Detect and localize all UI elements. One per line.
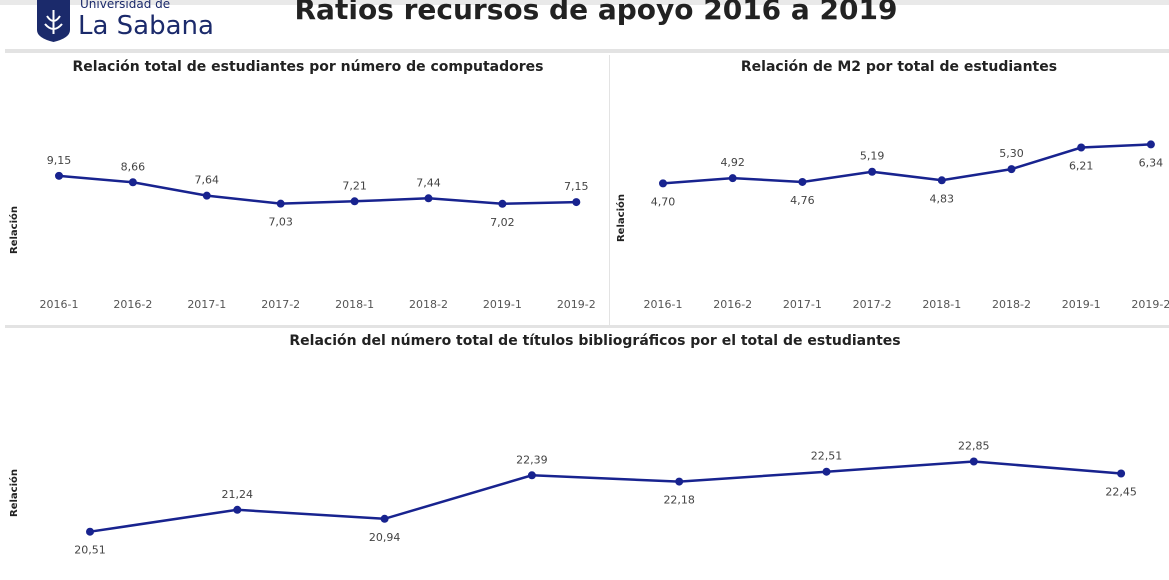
chart-title: Relación de M2 por total de estudiantes (741, 59, 1057, 75)
page-title: Ratios recursos de apoyo 2016 a 2019 (295, 0, 898, 26)
x-tick-label: 2017-2 (853, 298, 892, 311)
x-tick-label: 2016-2 (113, 298, 152, 311)
point (498, 199, 507, 208)
point (822, 467, 831, 476)
x-tick-label: 2018-2 (992, 298, 1031, 311)
chart-title: Relación del número total de títulos bib… (289, 333, 900, 349)
x-tick-label: 2016-2 (713, 298, 752, 311)
line (89, 460, 1122, 533)
point (937, 176, 946, 185)
line (58, 174, 577, 206)
x-tick-label: 2018-1 (335, 298, 374, 311)
data-label: 22,85 (958, 440, 990, 453)
x-tick-label: 2018-2 (409, 298, 448, 311)
data-label: 20,94 (369, 531, 401, 544)
x-tick-label: 2018-1 (922, 298, 961, 311)
point (659, 179, 667, 188)
x-tick-label: 2019-1 (483, 298, 522, 311)
data-label: 7,03 (268, 216, 293, 229)
separator (5, 49, 1169, 53)
data-label: 22,39 (516, 453, 548, 466)
point (128, 178, 137, 187)
point (233, 505, 242, 514)
data-label: 6,34 (1139, 156, 1164, 169)
logo-name: La Sabana (78, 11, 214, 41)
y-axis-label: Relación (8, 469, 20, 517)
point (868, 167, 877, 176)
point (55, 171, 63, 180)
chart-title: Relación total de estudiantes por número… (73, 59, 544, 75)
x-tick-label: 2017-2 (261, 298, 300, 311)
data-label: 7,15 (564, 180, 589, 193)
data-label: 5,30 (999, 147, 1024, 160)
x-tick-label: 2019-2 (1131, 298, 1169, 311)
point (1007, 165, 1016, 174)
data-label: 7,44 (416, 176, 441, 189)
point (798, 177, 807, 186)
data-label: 9,15 (47, 154, 72, 167)
y-axis-label: Relación (8, 206, 20, 254)
data-label: 7,21 (342, 179, 367, 192)
point (350, 197, 359, 206)
top-strip (0, 0, 1169, 5)
point (1077, 143, 1086, 152)
data-label: 20,51 (74, 544, 106, 557)
data-label: 22,45 (1105, 486, 1137, 499)
logo-subtitle: Universidad de (80, 0, 170, 11)
logo-emblem (44, 10, 63, 34)
data-label: 8,66 (121, 160, 146, 173)
x-tick-label: 2016-1 (40, 298, 79, 311)
x-tick-label: 2016-1 (644, 298, 683, 311)
point (86, 527, 94, 536)
data-label: 6,21 (1069, 160, 1094, 173)
separator (5, 325, 1169, 328)
data-label: 5,19 (860, 150, 885, 163)
y-axis-label: Relación (615, 194, 627, 242)
point (527, 471, 536, 480)
point (380, 514, 389, 523)
data-label: 4,76 (790, 194, 815, 207)
x-tick-label: 2017-1 (783, 298, 822, 311)
point (675, 477, 684, 486)
data-label: 7,64 (195, 174, 220, 187)
point (276, 199, 285, 208)
point (572, 198, 581, 207)
data-label: 21,24 (222, 488, 254, 501)
point (1117, 469, 1126, 478)
x-tick-label: 2019-1 (1062, 298, 1101, 311)
point (969, 457, 978, 466)
point (424, 194, 433, 203)
data-label: 4,83 (930, 192, 955, 205)
point (728, 174, 737, 183)
data-label: 7,02 (490, 216, 515, 229)
line (662, 143, 1151, 185)
divider (609, 55, 610, 325)
data-label: 4,70 (651, 195, 676, 208)
x-tick-label: 2019-2 (557, 298, 596, 311)
x-tick-label: 2017-1 (187, 298, 226, 311)
data-label: 22,18 (663, 494, 695, 507)
point (202, 191, 211, 200)
data-label: 22,51 (811, 450, 843, 463)
point (1146, 140, 1155, 149)
data-label: 4,92 (720, 156, 745, 169)
